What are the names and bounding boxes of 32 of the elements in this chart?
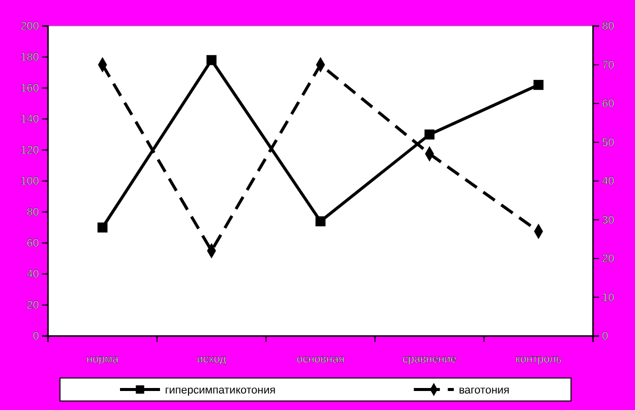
y-tick-label: 200 [20,20,39,33]
point [534,80,544,90]
y2-tick-label: 60 [602,98,614,110]
legend-label: гиперсимпатикотония [165,384,276,396]
y2-tick-label: 70 [602,59,614,72]
y2-tick-label: 10 [602,292,614,304]
point [206,55,216,66]
y2-tick-label: 20 [602,253,614,266]
x-tick-label: контроль [515,354,562,366]
y-tick-label: 40 [26,268,39,281]
y-tick-label: 120 [20,144,39,157]
point [316,216,326,226]
y2-tick-label: 30 [602,214,614,226]
y-tick-label: 140 [20,114,39,126]
legend-label: ваготония [458,384,510,396]
x-tick-label: норма [86,354,120,366]
point [424,130,434,140]
y-tick-label: 60 [26,238,39,250]
y-tick-label: 100 [20,176,39,188]
y-tick-label: 0 [32,330,39,343]
y-tick-label: 80 [26,206,39,219]
y2-tick-label: 0 [602,330,608,343]
y-tick-label: 160 [20,82,39,95]
y2-tick-label: 40 [602,176,614,188]
y2-tick-label: 80 [602,20,614,33]
point [98,222,108,232]
x-tick-label: исход [196,354,227,366]
y-tick-label: 20 [26,300,39,312]
x-tick-label: сравнение [402,354,457,366]
y-tick-label: 180 [20,52,39,64]
y2-tick-label: 50 [602,136,614,149]
x-tick-label: основная [296,354,344,366]
